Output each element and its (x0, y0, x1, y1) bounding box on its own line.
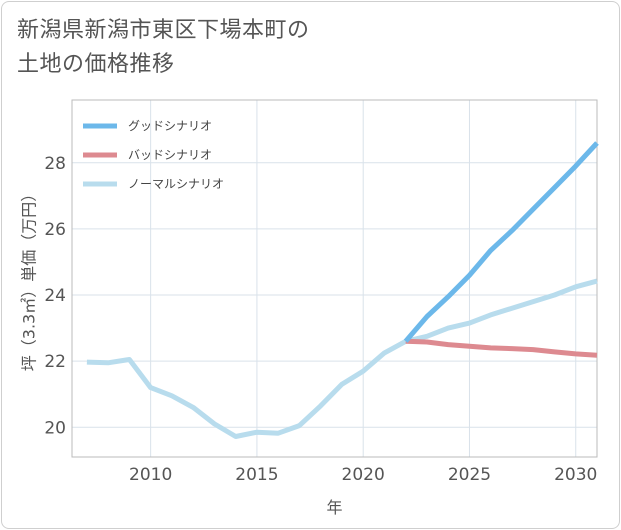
series-line-1 (405, 338, 598, 358)
series-lines (86, 141, 599, 439)
x-tick-label: 2030 (554, 465, 597, 485)
plot-area-border (71, 99, 598, 458)
y-axis-label: 坪（3.3㎡）単価（万円） (20, 186, 39, 371)
chart-title-line-2: 土地の価格推移 (17, 52, 175, 77)
x-tick-label: 2025 (448, 465, 491, 485)
x-tick-label: 2015 (235, 465, 278, 485)
chart-title: 新潟県新潟市東区下場本町の 土地の価格推移 (17, 14, 310, 82)
axis-ticks: 2010 2015 2020 2025 2030 20 22 24 26 28 (44, 154, 597, 485)
y-tick-label: 28 (44, 154, 66, 174)
y-tick-label: 22 (44, 352, 66, 372)
series-line-0 (403, 141, 599, 343)
legend-label-1: バッドシナリオ (128, 148, 212, 162)
x-tick-label: 2020 (342, 465, 385, 485)
y-tick-label: 24 (44, 286, 66, 306)
x-tick-label: 2010 (129, 465, 172, 485)
legend-label-2: ノーマルシナリオ (128, 177, 224, 191)
series-line-2 (86, 278, 598, 439)
chart-title-line-1: 新潟県新潟市東区下場本町の (17, 18, 310, 43)
x-axis-label: 年 (326, 498, 342, 517)
legend-label-0: グッドシナリオ (128, 119, 212, 133)
y-tick-label: 20 (44, 418, 66, 438)
y-tick-label: 26 (44, 220, 66, 240)
